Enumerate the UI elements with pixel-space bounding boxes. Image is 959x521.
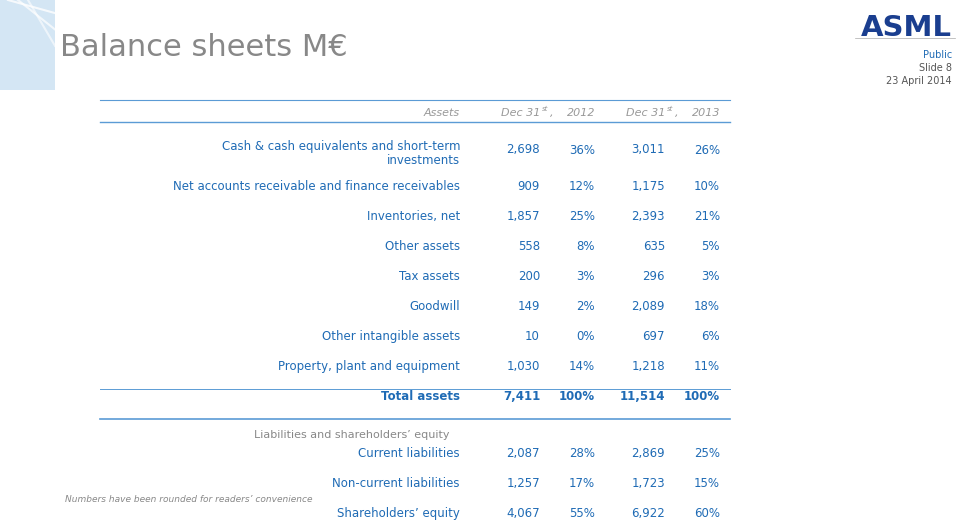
Text: 15%: 15% (694, 477, 720, 490)
Text: Slide 8: Slide 8 (919, 63, 952, 73)
Text: 6%: 6% (701, 330, 720, 343)
Text: Goodwill: Goodwill (409, 300, 460, 313)
Bar (0, 0, 55, 90)
Text: 4,067: 4,067 (506, 507, 540, 520)
Text: 28%: 28% (569, 447, 595, 460)
Text: 2%: 2% (576, 300, 595, 313)
Text: 10%: 10% (694, 180, 720, 193)
Text: 558: 558 (518, 240, 540, 253)
Text: st: st (667, 106, 673, 112)
Text: 635: 635 (643, 240, 665, 253)
Text: 296: 296 (643, 270, 665, 283)
Text: investments: investments (386, 154, 460, 167)
Text: Dec 31: Dec 31 (501, 108, 540, 118)
Text: 17%: 17% (569, 477, 595, 490)
Text: 2,089: 2,089 (631, 300, 665, 313)
Text: 1,218: 1,218 (631, 360, 665, 373)
Text: 18%: 18% (694, 300, 720, 313)
Text: Property, plant and equipment: Property, plant and equipment (278, 360, 460, 373)
Text: 0%: 0% (576, 330, 595, 343)
Text: 1,257: 1,257 (506, 477, 540, 490)
Text: 2,393: 2,393 (631, 210, 665, 223)
Text: 1,030: 1,030 (506, 360, 540, 373)
Text: 5%: 5% (701, 240, 720, 253)
Text: 23 April 2014: 23 April 2014 (886, 76, 952, 86)
Text: Shareholders’ equity: Shareholders’ equity (338, 507, 460, 520)
Text: Other intangible assets: Other intangible assets (322, 330, 460, 343)
Text: Net accounts receivable and finance receivables: Net accounts receivable and finance rece… (173, 180, 460, 193)
Text: 2,698: 2,698 (506, 143, 540, 156)
Text: Cash & cash equivalents and short-term: Cash & cash equivalents and short-term (222, 140, 460, 153)
Text: Liabilities and shareholders’ equity: Liabilities and shareholders’ equity (254, 430, 450, 440)
Text: 36%: 36% (569, 143, 595, 156)
Text: 2012: 2012 (567, 108, 595, 118)
Text: 1,723: 1,723 (631, 477, 665, 490)
Text: 3%: 3% (701, 270, 720, 283)
Text: 1,857: 1,857 (506, 210, 540, 223)
Text: 25%: 25% (569, 210, 595, 223)
Text: 11,514: 11,514 (620, 390, 665, 403)
Text: 12%: 12% (569, 180, 595, 193)
Text: 60%: 60% (694, 507, 720, 520)
Text: Total assets: Total assets (381, 390, 460, 403)
Text: Balance sheets M€: Balance sheets M€ (60, 33, 347, 63)
Text: st: st (542, 106, 549, 112)
Text: 26%: 26% (694, 143, 720, 156)
Text: ASML: ASML (861, 14, 952, 42)
Text: 697: 697 (643, 330, 665, 343)
Text: Assets: Assets (424, 108, 460, 118)
Text: 6,922: 6,922 (631, 507, 665, 520)
Text: Numbers have been rounded for readers’ convenience: Numbers have been rounded for readers’ c… (65, 495, 313, 504)
Text: 1,175: 1,175 (631, 180, 665, 193)
Text: Other assets: Other assets (385, 240, 460, 253)
Text: Public: Public (923, 50, 952, 60)
Text: 149: 149 (518, 300, 540, 313)
Text: 2,869: 2,869 (631, 447, 665, 460)
Text: Dec 31: Dec 31 (625, 108, 665, 118)
Text: 200: 200 (518, 270, 540, 283)
Bar (0, 0, 55, 90)
Text: ,: , (675, 108, 679, 118)
Text: Non-current liabilities: Non-current liabilities (333, 477, 460, 490)
Text: 909: 909 (518, 180, 540, 193)
Text: ,: , (550, 108, 553, 118)
Text: 8%: 8% (576, 240, 595, 253)
Text: 2,087: 2,087 (506, 447, 540, 460)
Text: 10: 10 (526, 330, 540, 343)
Text: 55%: 55% (569, 507, 595, 520)
Text: 3,011: 3,011 (631, 143, 665, 156)
Text: 14%: 14% (569, 360, 595, 373)
Text: Inventories, net: Inventories, net (366, 210, 460, 223)
Text: 3%: 3% (576, 270, 595, 283)
Text: 100%: 100% (684, 390, 720, 403)
Text: 11%: 11% (694, 360, 720, 373)
Text: Current liabilities: Current liabilities (359, 447, 460, 460)
Text: 7,411: 7,411 (503, 390, 540, 403)
Text: Tax assets: Tax assets (399, 270, 460, 283)
Text: 25%: 25% (694, 447, 720, 460)
Text: 2013: 2013 (691, 108, 720, 118)
Text: 21%: 21% (694, 210, 720, 223)
Text: 100%: 100% (559, 390, 595, 403)
